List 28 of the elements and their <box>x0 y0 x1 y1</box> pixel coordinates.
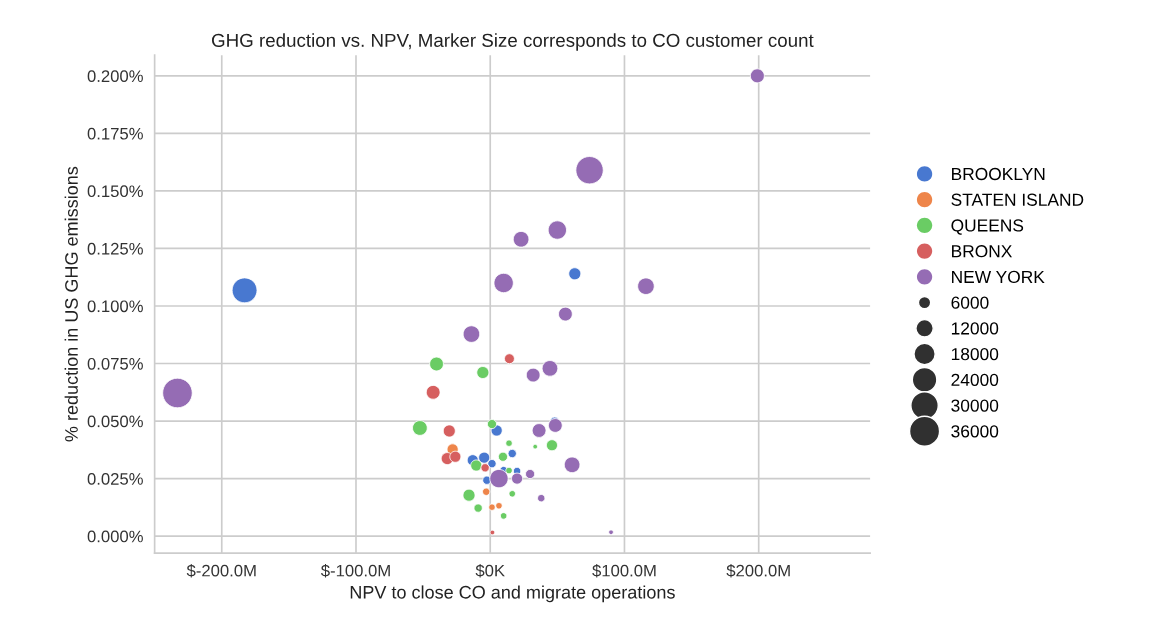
legend-label: 18000 <box>951 347 999 361</box>
legend-label: NEW YORK <box>952 270 1045 284</box>
y-tick-label: 0.200% <box>87 70 143 83</box>
x-tick-label: $-100.0M <box>320 564 390 578</box>
y-tick-label: 0.150% <box>87 185 143 198</box>
y-axis-title: % reduction in US GHG emissions <box>64 166 78 442</box>
y-tick-label: 0.100% <box>87 300 143 313</box>
x-tick-label: $-200.0M <box>186 564 256 578</box>
y-tick-label: 0.000% <box>87 530 143 543</box>
y-tick-label: 0.050% <box>87 415 143 428</box>
x-tick-label: $200.0M <box>726 564 790 578</box>
x-tick-label: $100.0M <box>592 564 656 578</box>
y-tick-label: 0.075% <box>87 357 143 370</box>
y-tick-label: 0.025% <box>87 473 143 485</box>
x-tick-label: $0K <box>475 564 505 578</box>
legend-label: 6000 <box>951 296 989 309</box>
legend-label: QUEENS <box>951 219 1024 235</box>
y-tick-label: 0.125% <box>87 242 143 255</box>
legend-label: 36000 <box>951 425 999 438</box>
legend-label: 12000 <box>951 322 999 335</box>
legend-label: 24000 <box>951 373 999 387</box>
x-axis-title: NPV to close CO and migrate operations <box>350 585 675 603</box>
legend-label: BROOKLYN <box>952 167 1045 181</box>
legend-label: 30000 <box>951 399 999 412</box>
legend-label: BRONX <box>952 245 1012 258</box>
chart-title: GHG reduction vs. NPV, Marker Size corresponds to CO customer count <box>212 33 814 51</box>
y-tick-label: 0.175% <box>87 127 143 140</box>
legend-label: STATEN ISLAND <box>951 193 1084 206</box>
